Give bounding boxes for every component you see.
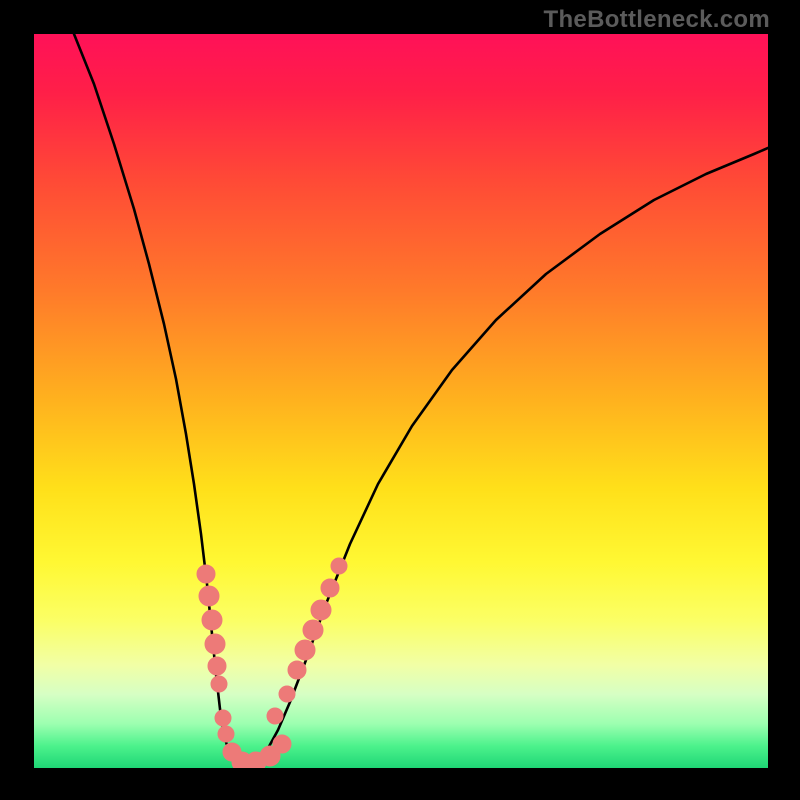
chart-svg [34, 34, 768, 768]
bead-point [311, 600, 331, 620]
frame: TheBottleneck.com [0, 0, 800, 800]
bead-point [205, 634, 225, 654]
watermark-text: TheBottleneck.com [544, 6, 770, 34]
bead-point [267, 708, 283, 724]
bead-point [202, 610, 222, 630]
bead-point [199, 586, 219, 606]
bead-point [215, 710, 231, 726]
bead-point [279, 686, 295, 702]
plot-area [34, 34, 768, 768]
bead-point [303, 620, 323, 640]
bead-point [331, 558, 347, 574]
bead-point [197, 565, 215, 583]
bead-point [295, 640, 315, 660]
bead-point [218, 726, 234, 742]
curve-right [246, 148, 768, 768]
bead-point [211, 676, 227, 692]
bead-point [321, 579, 339, 597]
beads-group [197, 558, 347, 768]
bead-point [288, 661, 306, 679]
bead-point [273, 735, 291, 753]
bead-point [208, 657, 226, 675]
